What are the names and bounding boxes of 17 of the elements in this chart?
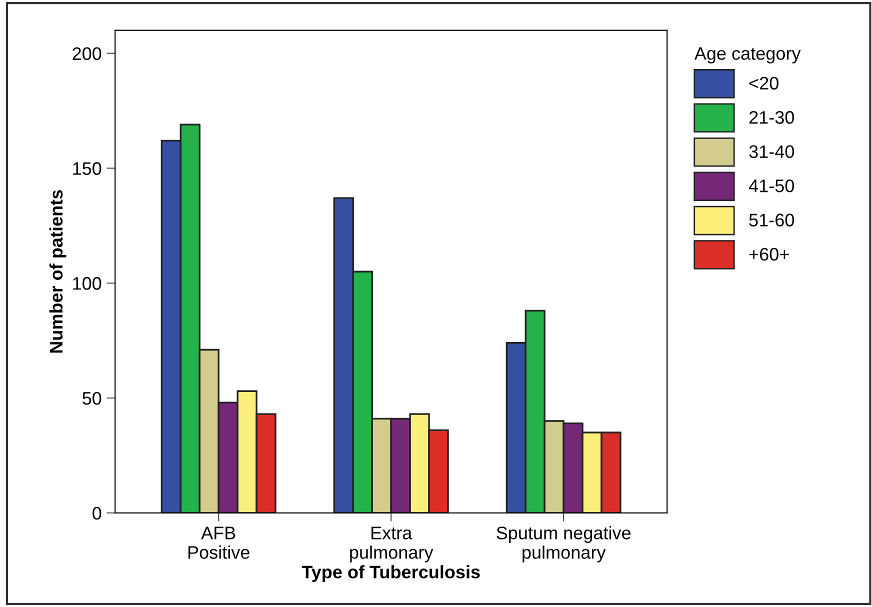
x-axis-title: Type of Tuberculosis: [302, 565, 480, 582]
legend-label: 31-40: [749, 145, 794, 158]
x-tick-label: Extra pulmonary: [350, 526, 434, 562]
x-tick-label: Sputum negative pulmonary: [496, 526, 631, 562]
legend-label: 41-50: [748, 179, 794, 192]
legend-title: Age category: [694, 47, 801, 64]
legend-label: 21-30: [749, 111, 794, 124]
legend-label: <20: [749, 76, 778, 90]
y-tick-label: 0: [92, 506, 102, 520]
y-tick-label: 100: [73, 277, 102, 290]
y-tick-label: 50: [82, 392, 102, 405]
y-tick-label: 150: [73, 162, 102, 175]
legend-label: +60+: [749, 248, 789, 261]
y-axis-title: Number of patients: [49, 190, 66, 353]
x-tick-label: AFB Positive: [188, 526, 250, 559]
legend-label: 51-60: [749, 214, 794, 226]
y-tick-label: 200: [72, 47, 102, 60]
